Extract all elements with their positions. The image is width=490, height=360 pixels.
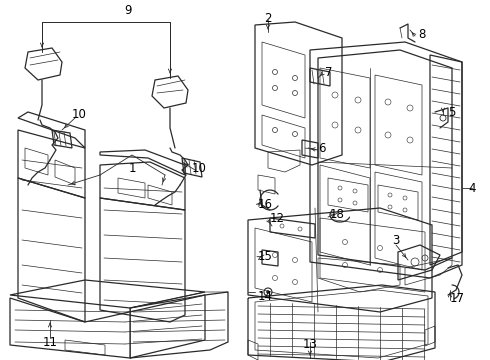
Text: 14: 14 — [258, 289, 273, 302]
Text: 2: 2 — [264, 12, 272, 24]
Text: 11: 11 — [43, 336, 57, 348]
Text: 8: 8 — [418, 28, 425, 41]
Text: 18: 18 — [330, 208, 345, 221]
Circle shape — [267, 291, 270, 293]
Text: 1: 1 — [128, 162, 136, 175]
Text: 13: 13 — [302, 338, 318, 351]
Text: 16: 16 — [258, 198, 273, 211]
Text: 7: 7 — [325, 66, 333, 78]
Text: 10: 10 — [192, 162, 207, 175]
Text: 10: 10 — [72, 108, 87, 122]
Text: 17: 17 — [450, 292, 465, 305]
Text: 12: 12 — [270, 211, 285, 225]
Text: 3: 3 — [392, 234, 399, 247]
Text: 9: 9 — [124, 4, 132, 17]
Text: 4: 4 — [468, 181, 475, 194]
Text: 5: 5 — [448, 105, 455, 118]
Text: 6: 6 — [318, 141, 325, 154]
Text: 15: 15 — [258, 249, 273, 262]
